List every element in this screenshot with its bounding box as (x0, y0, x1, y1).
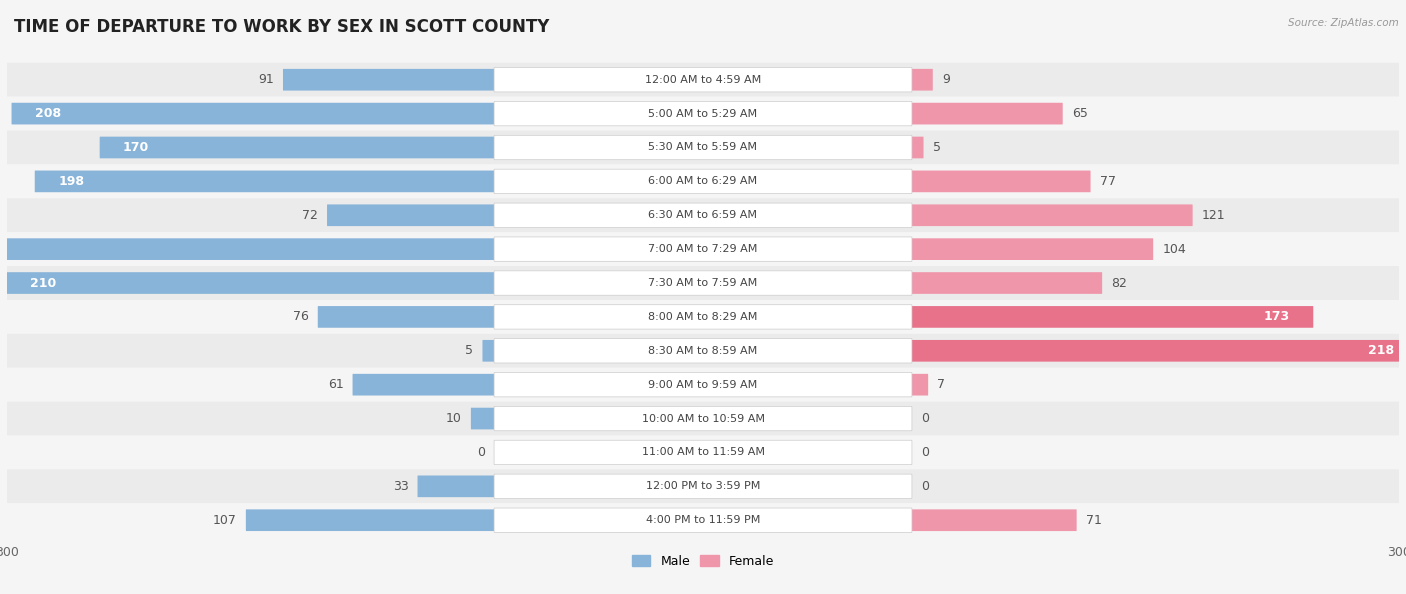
Text: 10: 10 (446, 412, 461, 425)
Text: 33: 33 (392, 480, 408, 493)
Text: 12:00 AM to 4:59 AM: 12:00 AM to 4:59 AM (645, 75, 761, 85)
Text: 0: 0 (921, 412, 929, 425)
FancyBboxPatch shape (283, 69, 495, 90)
Text: 7:30 AM to 7:59 AM: 7:30 AM to 7:59 AM (648, 278, 758, 288)
FancyBboxPatch shape (494, 474, 912, 498)
Text: 0: 0 (921, 446, 929, 459)
Text: 12:00 PM to 3:59 PM: 12:00 PM to 3:59 PM (645, 481, 761, 491)
FancyBboxPatch shape (7, 165, 1399, 198)
FancyBboxPatch shape (35, 170, 495, 192)
Text: 77: 77 (1099, 175, 1116, 188)
FancyBboxPatch shape (7, 334, 1399, 368)
FancyBboxPatch shape (7, 63, 1399, 97)
FancyBboxPatch shape (318, 306, 495, 328)
FancyBboxPatch shape (7, 469, 1399, 503)
Text: 5:00 AM to 5:29 AM: 5:00 AM to 5:29 AM (648, 109, 758, 119)
Text: 91: 91 (259, 73, 274, 86)
Text: 208: 208 (35, 107, 60, 120)
Text: 72: 72 (302, 208, 318, 222)
Text: 7:00 AM to 7:29 AM: 7:00 AM to 7:29 AM (648, 244, 758, 254)
FancyBboxPatch shape (911, 340, 1406, 362)
FancyBboxPatch shape (911, 238, 1153, 260)
Text: 0: 0 (921, 480, 929, 493)
FancyBboxPatch shape (911, 137, 924, 159)
Text: 173: 173 (1264, 311, 1289, 323)
FancyBboxPatch shape (911, 272, 1102, 294)
FancyBboxPatch shape (494, 372, 912, 397)
FancyBboxPatch shape (494, 508, 912, 532)
FancyBboxPatch shape (494, 102, 912, 126)
FancyBboxPatch shape (911, 306, 1313, 328)
FancyBboxPatch shape (7, 131, 1399, 165)
FancyBboxPatch shape (7, 198, 1399, 232)
FancyBboxPatch shape (7, 368, 1399, 402)
FancyBboxPatch shape (911, 103, 1063, 125)
Text: TIME OF DEPARTURE TO WORK BY SEX IN SCOTT COUNTY: TIME OF DEPARTURE TO WORK BY SEX IN SCOT… (14, 18, 550, 36)
FancyBboxPatch shape (494, 271, 912, 295)
FancyBboxPatch shape (911, 374, 928, 396)
FancyBboxPatch shape (7, 266, 1399, 300)
FancyBboxPatch shape (494, 169, 912, 194)
FancyBboxPatch shape (7, 503, 1399, 537)
FancyBboxPatch shape (7, 435, 1399, 469)
FancyBboxPatch shape (353, 374, 495, 396)
Text: 104: 104 (1163, 242, 1187, 255)
Text: 6:00 AM to 6:29 AM: 6:00 AM to 6:29 AM (648, 176, 758, 187)
Text: 82: 82 (1111, 277, 1128, 289)
Text: Source: ZipAtlas.com: Source: ZipAtlas.com (1288, 18, 1399, 28)
FancyBboxPatch shape (911, 69, 932, 90)
FancyBboxPatch shape (7, 232, 1399, 266)
Text: 8:00 AM to 8:29 AM: 8:00 AM to 8:29 AM (648, 312, 758, 322)
Text: 107: 107 (212, 514, 236, 527)
Text: 10:00 AM to 10:59 AM: 10:00 AM to 10:59 AM (641, 413, 765, 424)
FancyBboxPatch shape (7, 97, 1399, 131)
FancyBboxPatch shape (911, 170, 1091, 192)
Text: 9: 9 (942, 73, 950, 86)
FancyBboxPatch shape (494, 203, 912, 228)
Text: 8:30 AM to 8:59 AM: 8:30 AM to 8:59 AM (648, 346, 758, 356)
FancyBboxPatch shape (494, 68, 912, 92)
Text: 218: 218 (1368, 345, 1395, 358)
Text: 11:00 AM to 11:59 AM: 11:00 AM to 11:59 AM (641, 447, 765, 457)
Text: 65: 65 (1071, 107, 1088, 120)
FancyBboxPatch shape (328, 204, 495, 226)
Text: 76: 76 (292, 311, 308, 323)
FancyBboxPatch shape (100, 137, 495, 159)
FancyBboxPatch shape (246, 510, 495, 531)
FancyBboxPatch shape (471, 407, 495, 429)
FancyBboxPatch shape (7, 300, 1399, 334)
Text: 198: 198 (58, 175, 84, 188)
FancyBboxPatch shape (7, 402, 1399, 435)
Text: 6:30 AM to 6:59 AM: 6:30 AM to 6:59 AM (648, 210, 758, 220)
FancyBboxPatch shape (494, 339, 912, 363)
Text: 4:00 PM to 11:59 PM: 4:00 PM to 11:59 PM (645, 515, 761, 525)
Text: 71: 71 (1085, 514, 1102, 527)
Text: 9:00 AM to 9:59 AM: 9:00 AM to 9:59 AM (648, 380, 758, 390)
FancyBboxPatch shape (494, 305, 912, 329)
Text: 5: 5 (465, 345, 474, 358)
Text: 210: 210 (30, 277, 56, 289)
FancyBboxPatch shape (494, 440, 912, 465)
Text: 5: 5 (932, 141, 941, 154)
FancyBboxPatch shape (911, 510, 1077, 531)
FancyBboxPatch shape (494, 406, 912, 431)
Legend: Male, Female: Male, Female (631, 555, 775, 568)
Text: 7: 7 (938, 378, 945, 391)
Text: 5:30 AM to 5:59 AM: 5:30 AM to 5:59 AM (648, 143, 758, 153)
FancyBboxPatch shape (7, 272, 495, 294)
FancyBboxPatch shape (11, 103, 495, 125)
FancyBboxPatch shape (482, 340, 495, 362)
Text: 170: 170 (124, 141, 149, 154)
Text: 121: 121 (1202, 208, 1226, 222)
Text: 61: 61 (328, 378, 343, 391)
FancyBboxPatch shape (911, 204, 1192, 226)
FancyBboxPatch shape (0, 238, 495, 260)
FancyBboxPatch shape (418, 475, 495, 497)
FancyBboxPatch shape (494, 135, 912, 160)
Text: 0: 0 (477, 446, 485, 459)
FancyBboxPatch shape (494, 237, 912, 261)
